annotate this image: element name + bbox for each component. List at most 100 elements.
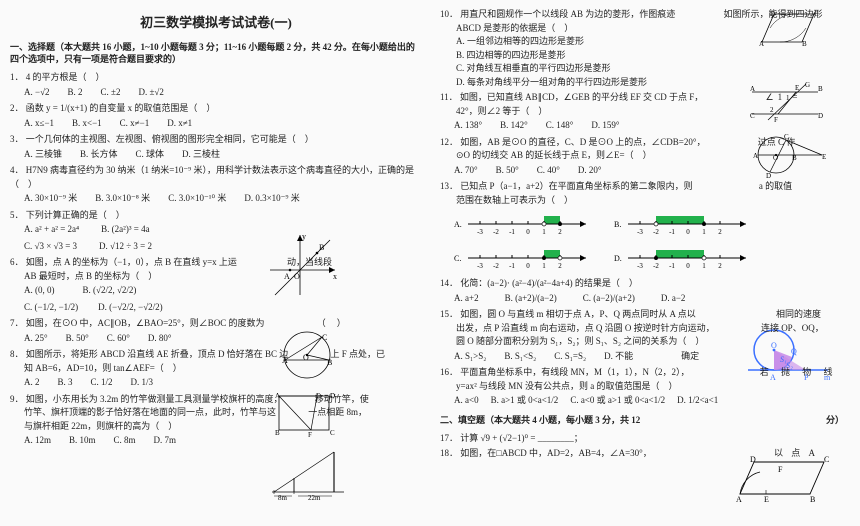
- q3-options: A. 三棱锥 B. 长方体 C. 球体 D. 三棱柱: [24, 148, 422, 162]
- q8-optA: A. 2: [24, 376, 40, 390]
- q5-optB: B. (2a²)³ = 4a: [101, 223, 149, 237]
- q8-options: A. 2 B. 3 C. 1/2 D. 1/3: [24, 376, 422, 390]
- section1-heading: 一、选择题（本大题共 16 小题，1~10 小题每题 3 分；11~16 小题每…: [10, 41, 422, 65]
- q1-optB: B. 2: [68, 86, 83, 100]
- q10-optD: D. 每条对角线平分一组对角的平行四边形是菱形: [456, 76, 852, 90]
- q8-text: 如图所示，将矩形 ABCD 沿直线 AE 折叠，顶点 D 恰好落在 BC 边: [26, 349, 289, 359]
- q2-text: 函数 y = 1/(x+1) 的自变量 x 的取值范围是（ ）: [26, 103, 216, 113]
- svg-text:0: 0: [526, 228, 530, 236]
- q6-options-2: C. (−1/2, −1/2) D. (−√2/2, −√2/2): [24, 301, 332, 315]
- q9-text: 如图，小东用长为 3.2m 的竹竿做测量工具测量学校旗杆的高度，: [26, 394, 283, 404]
- q9-text2: 移动竹竿，使: [315, 394, 369, 404]
- q4-options: A. 30×10⁻⁹ 米 B. 3.0×10⁻⁸ 米 C. 3.0×10⁻¹⁰ …: [24, 192, 422, 206]
- q14-num: 14．: [440, 278, 458, 288]
- q10-text3: ABCD 是菱形的依据是（ ）: [456, 22, 852, 36]
- q4-num: 4．: [10, 165, 24, 175]
- svg-text:B: B: [810, 495, 815, 504]
- q12-options: A. 70° B. 50° C. 40° D. 20°: [454, 164, 852, 178]
- q15-options: A. S₁>S₂ B. S₁<S₂ C. S₁=S₂ D. 不能 确定: [454, 350, 852, 364]
- svg-text:1: 1: [702, 262, 706, 270]
- question-2: 2． 函数 y = 1/(x+1) 的自变量 x 的取值范围是（ ） A. x≤…: [10, 102, 422, 130]
- q6-num: 6．: [10, 257, 24, 267]
- q8-num: 8．: [10, 349, 24, 359]
- section2-heading: 二、填空题（本大题共 4 小题，每小题 3 分，共 12 分）: [440, 414, 852, 426]
- q16-optD: D. 1/2<a<1: [677, 394, 718, 408]
- q12-text: 如图，AB 是⊙O 的直径，C、D 是⊙O 上的点，∠CDB=20°，: [460, 137, 705, 147]
- q6-optA: A. (0, 0): [24, 284, 55, 298]
- q15-text6: 确定: [681, 350, 699, 364]
- q11-text: 如图，已知直线 AB∥CD，∠GEB 的平分线 EF 交 CD 于点 F，: [460, 92, 703, 102]
- svg-text:E: E: [764, 495, 769, 504]
- left-column: 初三数学模拟考试试卷(一) 一、选择题（本大题共 16 小题，1~10 小题每题…: [0, 0, 430, 526]
- q4-optA: A. 30×10⁻⁹ 米: [24, 192, 77, 206]
- svg-text:D.: D.: [614, 254, 622, 263]
- q2-optC: C. x≠−1: [120, 117, 150, 131]
- q7-optD: D. 80°: [148, 332, 172, 346]
- q2-num: 2．: [10, 103, 24, 113]
- q12-text3: ⊙O 的切线交 AB 的延长线于点 E，则∠E=（ ）: [456, 149, 852, 163]
- q11-optA: A. 138°: [454, 119, 482, 133]
- q9-text5: 与旗杆相距 22m，则旗杆的高为（ ）: [24, 420, 422, 434]
- q17-num: 17．: [440, 433, 458, 443]
- numberline-A: A. -3 -2 -1 0 1 2: [454, 209, 594, 239]
- q6-text: 如图，点 A 的坐标为（−1，0），点 B 在直线 y=x 上运: [26, 257, 237, 267]
- q3-text: 一个几何体的主视图、左视图、俯视图的图形完全相同，它可能是（ ）: [26, 134, 314, 144]
- svg-text:F: F: [778, 465, 783, 474]
- q10-num: 10．: [440, 9, 458, 19]
- q10-text2: 如图所示，能得到四边形: [724, 9, 823, 19]
- q9-optB: B. 10m: [69, 434, 96, 448]
- q9-text3: 竹竿、旗杆顶端的影子恰好落在地面的同一点，此时，竹竿与这: [24, 407, 276, 417]
- svg-text:-2: -2: [653, 262, 659, 270]
- q2-options: A. x≤−1 B. x<−1 C. x≠−1 D. x≠1: [24, 117, 422, 131]
- svg-text:-2: -2: [493, 228, 499, 236]
- question-17: 17． 计算 √9 + (√2−1)⁰ = ________；: [440, 432, 852, 446]
- q9-figure: 8m 22m: [268, 448, 348, 500]
- q18-text2: 以 点 A: [774, 448, 818, 458]
- q9-options: A. 12m B. 10m C. 8m D. 7m: [24, 434, 422, 448]
- numberline-C: C. -3 -2 -1 0 1 2: [454, 243, 594, 273]
- q12-optA: A. 70°: [454, 164, 478, 178]
- question-9: 9． 如图，小东用长为 3.2m 的竹竿做测量工具测量学校旗杆的高度， 移动竹竿…: [10, 393, 422, 448]
- q7-options: A. 25° B. 50° C. 60° D. 80°: [24, 332, 422, 346]
- q6-optB: B. (√2/2, √2/2): [83, 284, 137, 298]
- q16-text2: 若 抛 物 线: [760, 367, 838, 377]
- svg-text:1: 1: [542, 262, 546, 270]
- q16-optA: A. a<0: [454, 394, 479, 408]
- q14-optD: D. a−2: [661, 292, 686, 306]
- q5-options-2: C. √3 × √3 = 3 D. √12 ÷ 3 = 2: [24, 240, 422, 254]
- q2-optA: A. x≤−1: [24, 117, 54, 131]
- q5-optA: A. a² + a² = 2a⁴: [24, 223, 79, 237]
- section2-tail: 分）: [826, 414, 844, 426]
- svg-text:-2: -2: [653, 228, 659, 236]
- q13-text: 已知点 P（a−1，a+2）在平面直角坐标系的第二象限内，则: [460, 181, 692, 191]
- q13-numberlines-row2: C. -3 -2 -1 0 1 2: [454, 243, 852, 273]
- question-8: 8． 如图所示，将矩形 ABCD 沿直线 AE 折叠，顶点 D 恰好落在 BC …: [10, 348, 422, 390]
- q5-optD: D. √12 ÷ 3 = 2: [99, 240, 152, 254]
- q11-optB: B. 142°: [500, 119, 528, 133]
- q16-num: 16．: [440, 367, 458, 377]
- q3-optB: B. 长方体: [80, 148, 118, 162]
- svg-text:1: 1: [702, 228, 706, 236]
- q15-optD: D. 不能: [604, 350, 633, 364]
- q9-optC: C. 8m: [114, 434, 136, 448]
- q15-text: 如图，圆 O 与直线 m 相切于点 A，P、Q 两点同时从 A 点以: [460, 309, 696, 319]
- q2-optB: B. x<−1: [72, 117, 102, 131]
- question-1: 1． 4 的平方根是（ ） A. −√2 B. 2 C. ±2 D. ±√2: [10, 71, 422, 99]
- question-7: 7． 如图，在⊙O 中，AC∥OB，∠BAO=25°，则∠BOC 的度数为 （ …: [10, 317, 422, 345]
- svg-text:-1: -1: [509, 228, 515, 236]
- q6-optD: D. (−√2/2, −√2/2): [98, 301, 163, 315]
- svg-text:0: 0: [686, 228, 690, 236]
- svg-text:C.: C.: [454, 254, 461, 263]
- question-6: 6． 如图，点 A 的坐标为（−1，0），点 B 在直线 y=x 上运 动，当线…: [10, 256, 422, 314]
- q8-optD: D. 1/3: [131, 376, 154, 390]
- question-10: 10． 用直尺和圆规作一个以线段 AB 为边的菱形，作图痕迹 如图所示，能得到四…: [440, 8, 852, 89]
- q8-optB: B. 3: [58, 376, 73, 390]
- q11-text3: 42°，则∠2 等于（ ）: [456, 105, 852, 119]
- q6-text3: AB 最短时，点 B 的坐标为（ ）: [24, 270, 332, 284]
- svg-text:-1: -1: [509, 262, 515, 270]
- q4-optB: B. 3.0×10⁻⁸ 米: [95, 192, 150, 206]
- q15-text3: 出发，点 P 沿直线 m 向右运动，点 Q 沿圆 O 按逆时针方向运动，: [456, 323, 715, 333]
- q15-text2: 相同的速度: [776, 309, 821, 319]
- question-15: 15． 如图，圆 O 与直线 m 相切于点 A，P、Q 两点同时从 A 点以 相…: [440, 308, 852, 363]
- q6-options: A. (0, 0) B. (√2/2, √2/2): [24, 284, 332, 298]
